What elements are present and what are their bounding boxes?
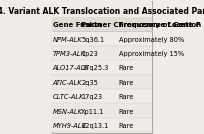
Text: Approximately 80%: Approximately 80% [119,37,184,43]
FancyBboxPatch shape [52,89,152,103]
Text: Gene Fusion: Gene Fusion [53,22,101,28]
FancyBboxPatch shape [52,31,152,46]
Text: Partner Chromosome Location: Partner Chromosome Location [81,22,201,28]
Text: Rare: Rare [119,109,134,115]
FancyBboxPatch shape [52,60,152,75]
Text: Rare: Rare [119,65,134,71]
FancyBboxPatch shape [52,1,152,133]
Text: Rare: Rare [119,94,134,100]
Text: Approximately 15%: Approximately 15% [119,51,184,57]
Text: 17q23: 17q23 [81,94,102,100]
FancyBboxPatch shape [52,45,152,60]
FancyBboxPatch shape [52,74,152,89]
Text: Rare: Rare [119,80,134,86]
Text: 5q36.1: 5q36.1 [81,37,104,43]
Text: ATIC-ALK: ATIC-ALK [53,80,82,86]
Text: CLTC-ALK: CLTC-ALK [53,94,84,100]
Text: TPM3-ALK: TPM3-ALK [53,51,86,57]
Text: 2q35: 2q35 [81,80,98,86]
FancyBboxPatch shape [52,0,152,18]
Text: 22q13.1: 22q13.1 [81,123,108,129]
Text: Xp11.1: Xp11.1 [81,109,104,115]
Text: 17q25.3: 17q25.3 [81,65,109,71]
Text: MSN-ALK: MSN-ALK [53,109,83,115]
Text: Rare: Rare [119,123,134,129]
Text: ALO17-ALK: ALO17-ALK [53,65,89,71]
FancyBboxPatch shape [52,117,152,132]
Text: NPM-ALK: NPM-ALK [53,37,82,43]
Text: MYH9-ALK: MYH9-ALK [53,123,87,129]
Text: Frequency of Gene F: Frequency of Gene F [119,22,200,28]
Text: Table 4. Variant ALK Translocation and Associated Partner C: Table 4. Variant ALK Translocation and A… [0,7,204,16]
Text: 1p23: 1p23 [81,51,98,57]
FancyBboxPatch shape [52,17,152,31]
FancyBboxPatch shape [52,103,152,118]
